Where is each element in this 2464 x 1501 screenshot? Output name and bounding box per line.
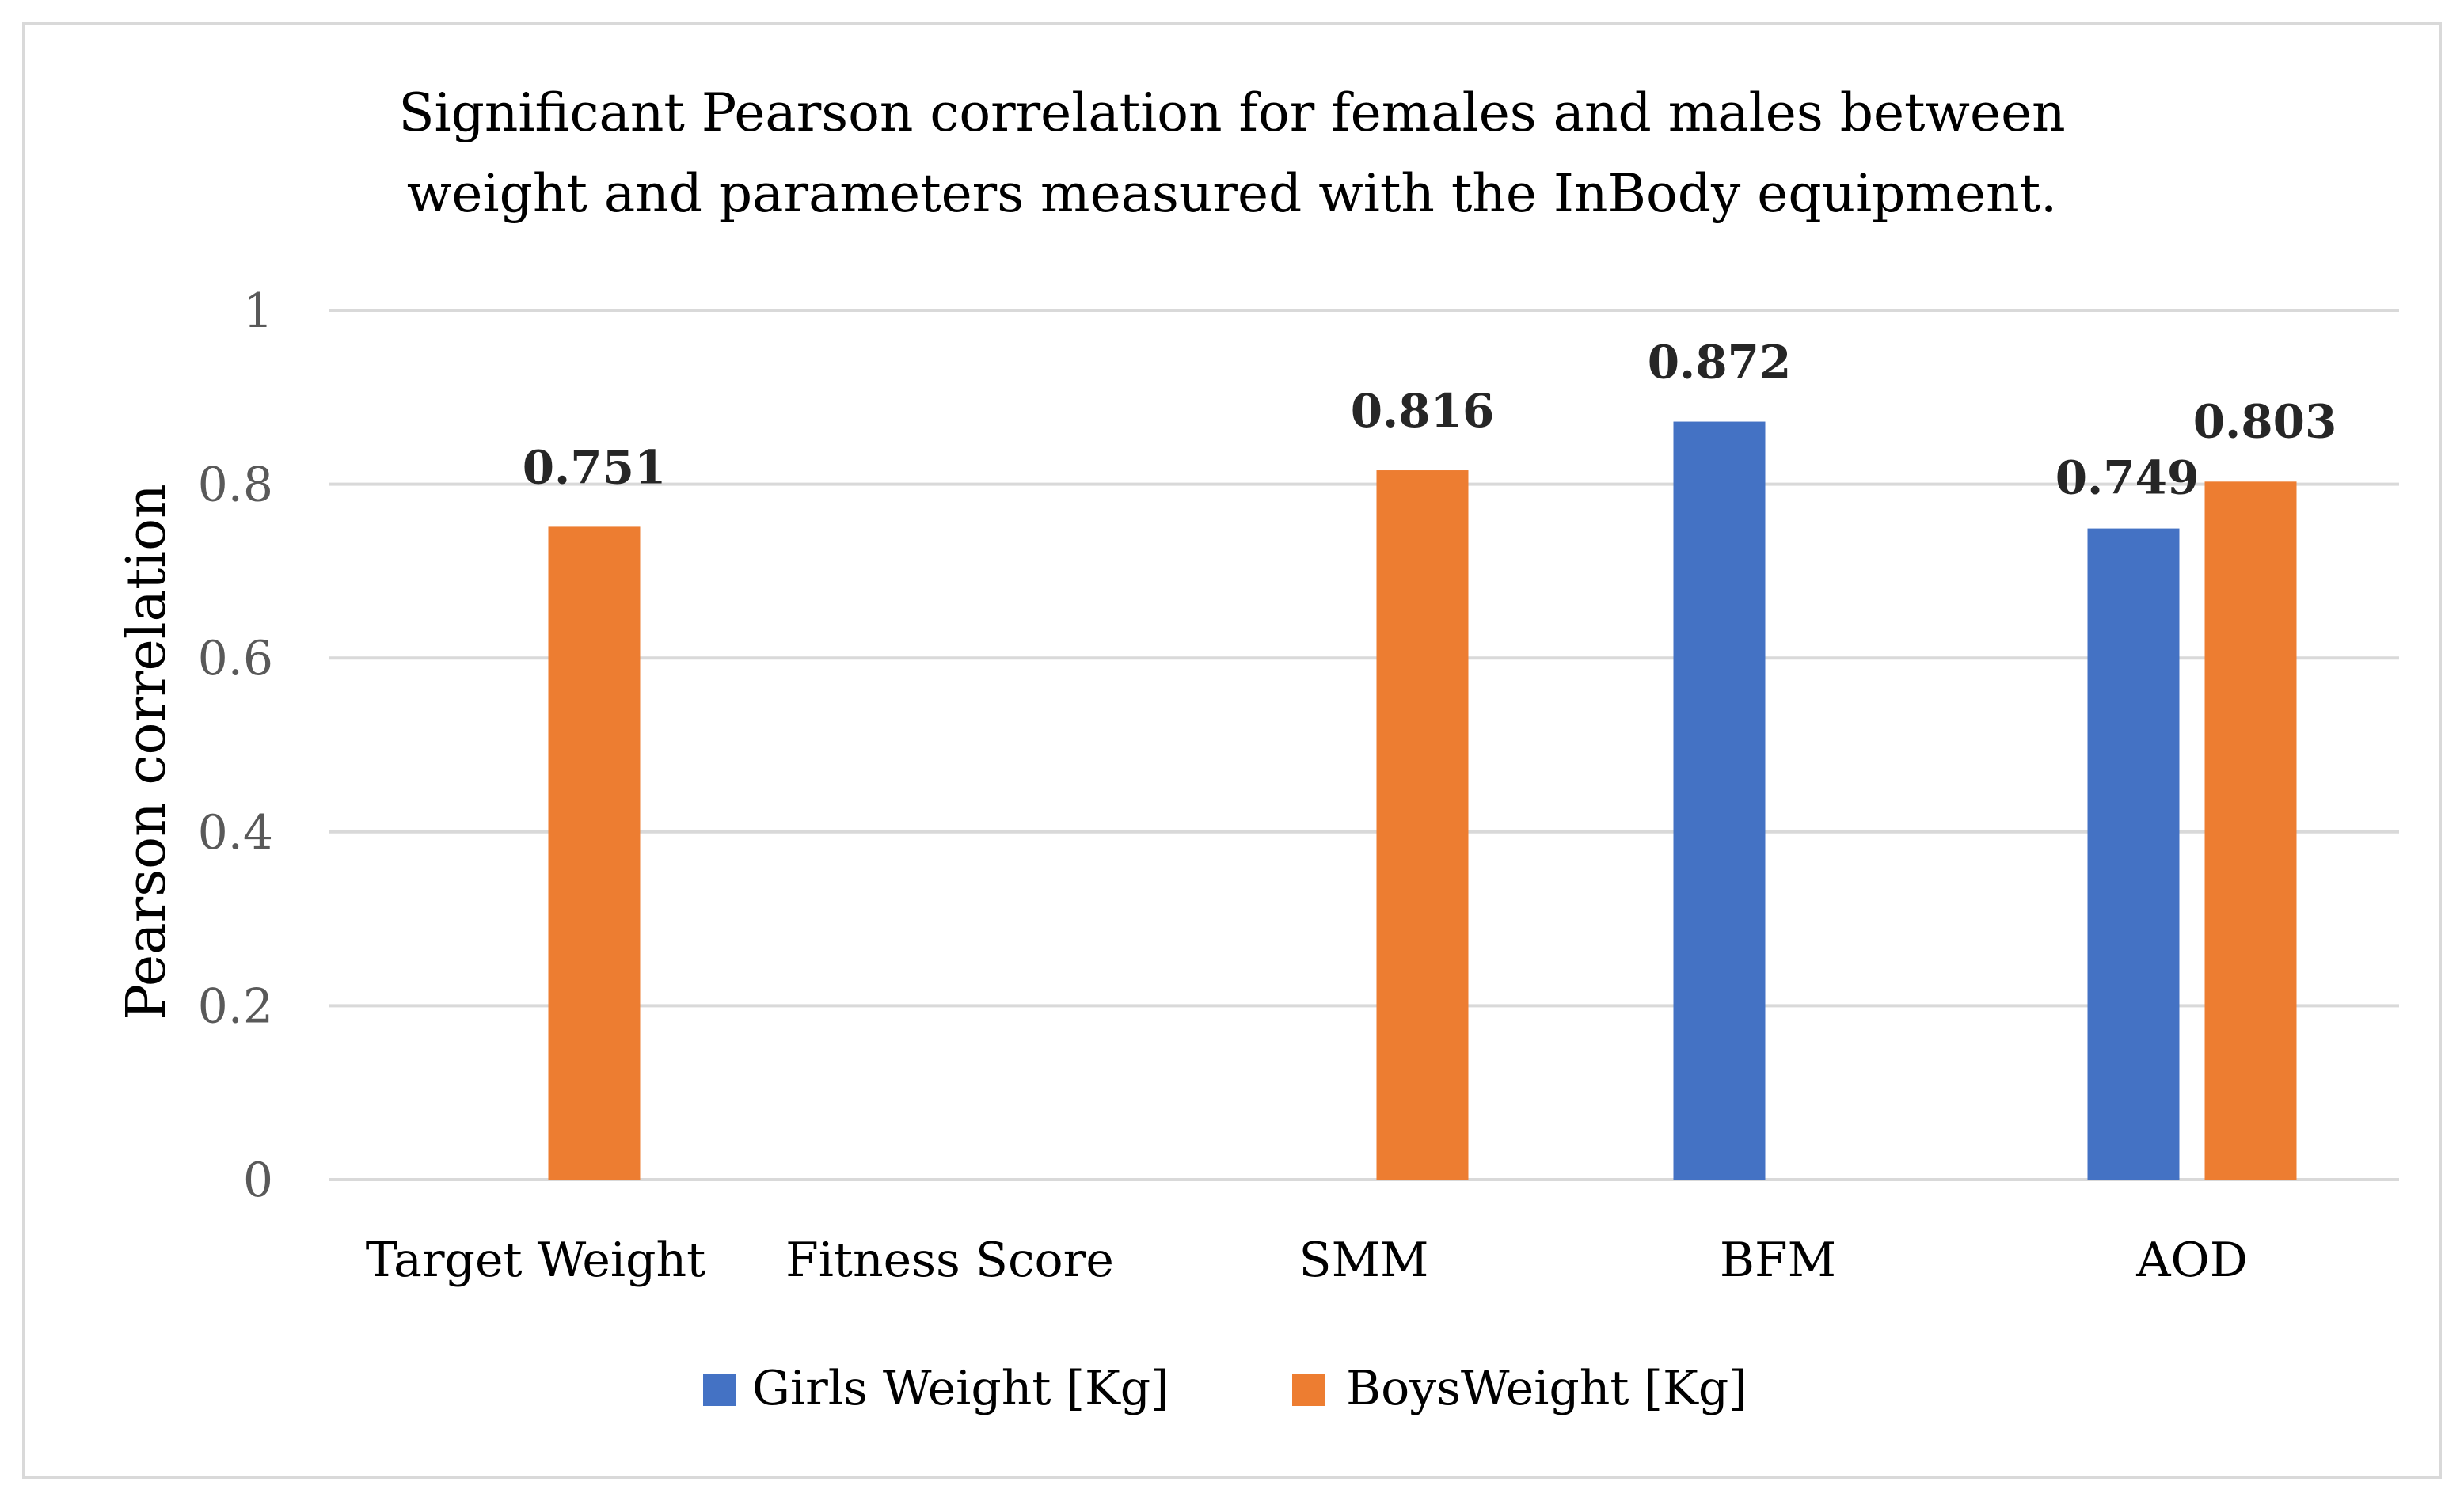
chart-title-line-1: Significant Pearson correlation for fema… — [398, 82, 2065, 143]
y-axis-ticks: 0 0.2 0.4 0.6 0.8 1 — [198, 283, 273, 1208]
data-label-girls-3: 0.872 — [1648, 336, 1792, 390]
y-tick-label-4: 0.8 — [198, 458, 273, 513]
legend-swatch-boys — [1292, 1374, 1325, 1406]
chart-title-line-2: weight and parameters measured with the … — [407, 163, 2057, 224]
data-label-girls-4: 0.749 — [2055, 451, 2200, 505]
x-category-label-0: Target Weight — [366, 1233, 706, 1288]
bar-boys-2 — [1376, 470, 1469, 1180]
gridlines — [329, 309, 2399, 1181]
legend: Girls Weight [Kg] BoysWeight [Kg] — [703, 1361, 1747, 1416]
y-tick-label-3: 0.6 — [198, 631, 273, 686]
y-tick-label-2: 0.4 — [198, 805, 273, 861]
bars — [548, 421, 2297, 1180]
legend-swatch-girls — [703, 1374, 736, 1406]
legend-label-boys: BoysWeight [Kg] — [1346, 1361, 1747, 1416]
bar-boys-4 — [2204, 481, 2297, 1180]
data-label-boys-0: 0.751 — [523, 440, 667, 494]
y-tick-label-5: 1 — [243, 283, 273, 339]
data-label-boys-4: 0.803 — [2193, 394, 2337, 448]
x-category-label-2: SMM — [1299, 1233, 1429, 1288]
bar-boys-0 — [548, 526, 641, 1180]
y-tick-label-0: 0 — [243, 1153, 273, 1208]
x-category-label-1: Fitness Score — [785, 1233, 1114, 1288]
y-axis-title: Pearson correlation — [116, 484, 178, 1020]
bar-girls-3 — [1673, 421, 1766, 1180]
data-label-boys-2: 0.816 — [1351, 384, 1495, 438]
legend-label-girls: Girls Weight [Kg] — [752, 1361, 1169, 1416]
x-axis-categories: Target Weight Fitness Score SMM BFM AOD — [366, 1233, 2248, 1288]
bar-girls-4 — [2087, 528, 2180, 1180]
x-category-label-4: AOD — [2135, 1233, 2248, 1288]
chart-frame — [22, 22, 2442, 1479]
x-category-label-3: BFM — [1720, 1233, 1836, 1288]
y-tick-label-1: 0.2 — [198, 978, 273, 1034]
